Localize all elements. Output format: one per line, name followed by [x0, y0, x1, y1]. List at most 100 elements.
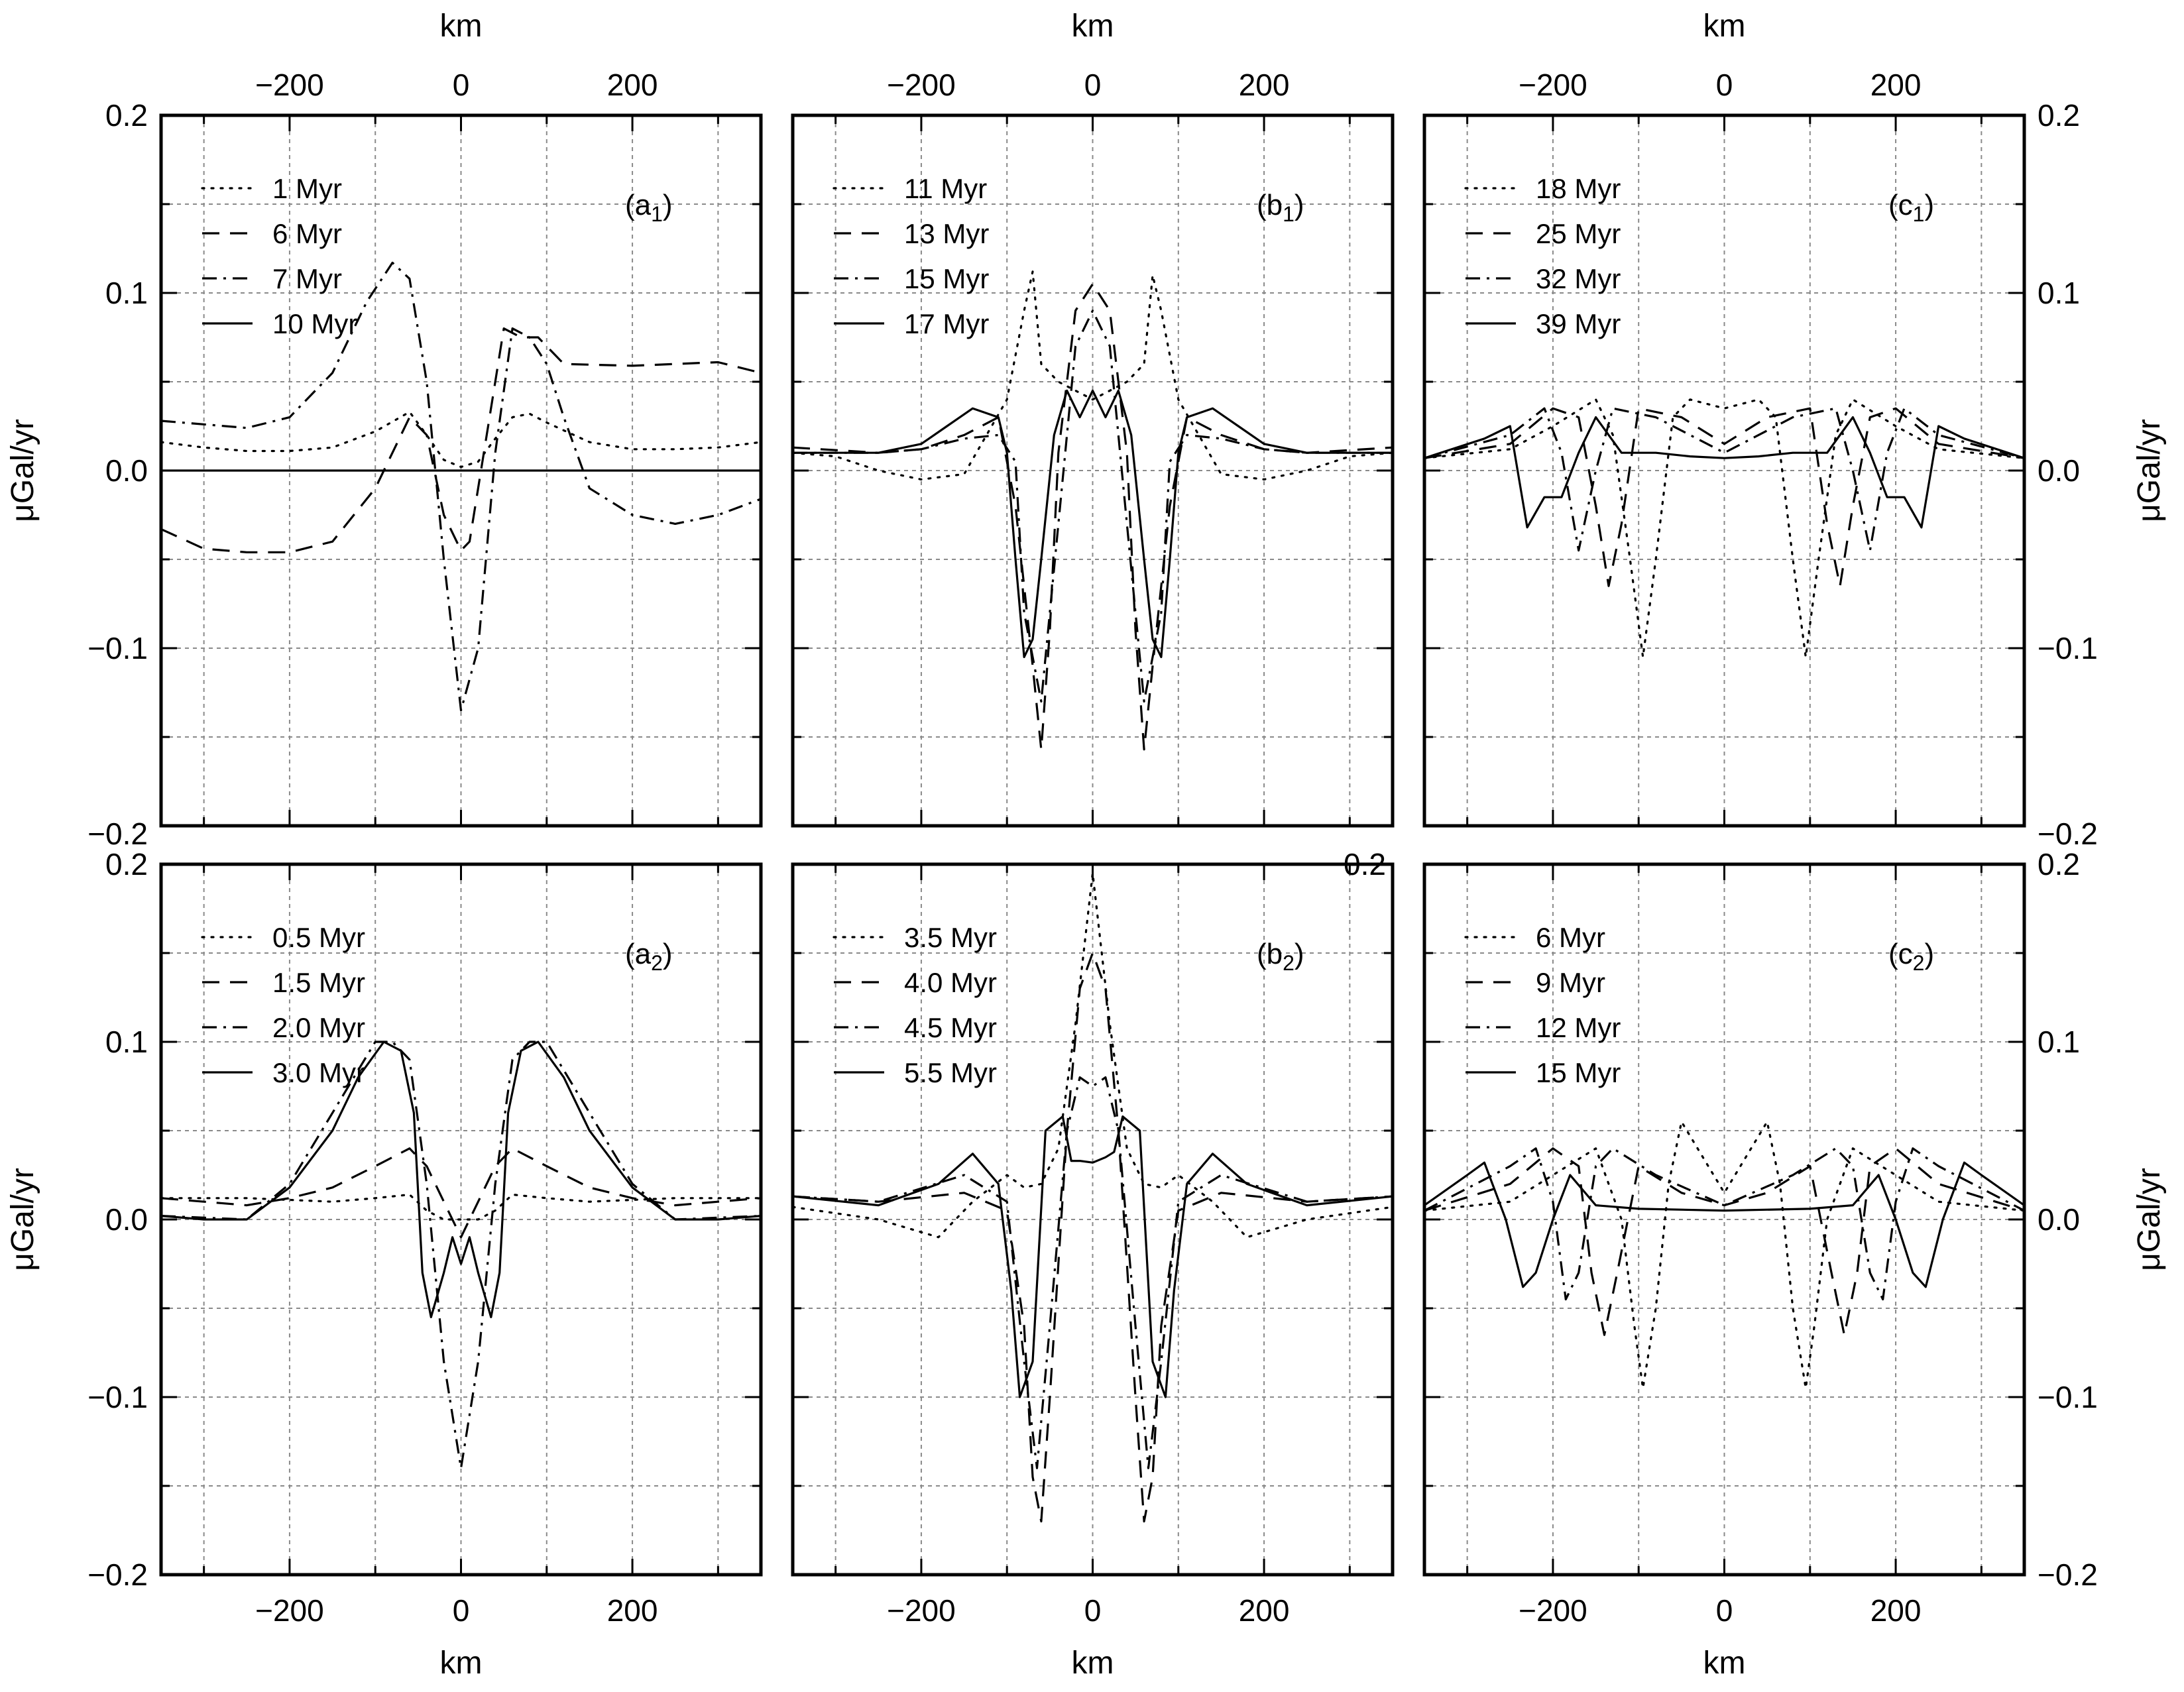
plot-frame — [159, 862, 763, 1577]
panel-label: (a1) — [625, 189, 673, 226]
series-line-12-myr — [1424, 1147, 2024, 1301]
y-tick-label: −0.1 — [87, 1380, 148, 1414]
x-tick-labels: −200 0 200 — [1519, 1593, 1921, 1628]
legend-label: 2.0 Myr — [272, 1012, 365, 1043]
legend: 1 Myr 6 Myr 7 Myr 10 Myr — [201, 173, 357, 339]
x-axis-title: km — [1072, 1646, 1114, 1681]
legend-label: 18 Myr — [1536, 173, 1621, 204]
gridlines — [793, 115, 1393, 826]
x-tick-label: −200 — [1519, 68, 1587, 102]
legend-label: 6 Myr — [272, 218, 342, 249]
x-tick-label: 0 — [453, 1593, 470, 1628]
series-line-0-5-myr — [161, 1193, 761, 1221]
y-tick-label: −0.1 — [2038, 631, 2098, 665]
legend-label: 15 Myr — [904, 263, 989, 294]
y-tick-label: −0.2 — [2038, 1557, 2098, 1592]
panel-c2: 6 Myr 9 Myr 12 Myr 15 Myr (c2) −200 0 200 km −0.2… — [1422, 847, 2167, 1681]
legend-label: 7 Myr — [272, 263, 342, 294]
legend-label: 6 Myr — [1536, 922, 1605, 953]
series-line-2-0-myr — [161, 1041, 761, 1469]
series-line-4-0-myr — [793, 952, 1393, 1523]
y-tick-label: 0.0 — [2038, 453, 2080, 488]
panel-label: (b2) — [1257, 938, 1304, 975]
y-tick-labels: −0.2 −0.1 0.0 0.1 0.2 — [87, 98, 148, 851]
x-tick-labels: −200 0 200 — [887, 68, 1289, 102]
series-line-25-myr — [1424, 407, 2024, 587]
y-tick-label: −0.2 — [87, 1557, 148, 1592]
series-line-15-myr — [793, 310, 1393, 703]
series-group — [793, 872, 1393, 1523]
legend-label: 10 Myr — [272, 308, 357, 339]
legend-label: 15 Myr — [1536, 1057, 1621, 1088]
y-axis-title: μGal/yr — [5, 419, 40, 522]
series-line-11-myr — [793, 270, 1393, 481]
series-line-9-myr — [1424, 1147, 2024, 1336]
gridlines — [793, 864, 1393, 1575]
panel-label: (c2) — [1888, 938, 1934, 975]
gridlines — [1424, 115, 2024, 826]
x-tick-label: 200 — [1239, 68, 1290, 102]
y-tick-labels: −0.2 −0.1 0.0 0.1 0.2 — [2038, 98, 2098, 851]
legend-label: 11 Myr — [904, 173, 987, 204]
x-tick-label: 0 — [1084, 68, 1102, 102]
legend-label: 4.5 Myr — [904, 1012, 997, 1043]
legend-label: 17 Myr — [904, 308, 989, 339]
x-tick-label: 0 — [1716, 1593, 1733, 1628]
series-line-13-myr — [793, 283, 1393, 751]
legend-label: 25 Myr — [1536, 218, 1621, 249]
panel-a2: 0.5 Myr 1.5 Myr 2.0 Myr 3.0 Myr (a2) −200 0 200… — [5, 847, 763, 1681]
x-tick-label: −200 — [1519, 1593, 1587, 1628]
panel-label: (c1) — [1888, 189, 1934, 226]
y-tick-label: 0.0 — [105, 453, 148, 488]
x-tick-label: −200 — [887, 1593, 956, 1628]
y-tick-label: 0.2 — [105, 98, 148, 133]
x-tick-label: −200 — [887, 68, 956, 102]
y-tick-label: −0.2 — [87, 817, 148, 851]
panel-b2: 3.5 Myr 4.0 Myr 4.5 Myr 5.5 Myr (b2) −200 0 200… — [791, 847, 1395, 1681]
legend-label: 5.5 Myr — [904, 1057, 997, 1088]
y-tick-labels: −0.2 −0.1 0.0 0.1 0.2 — [87, 847, 148, 1592]
x-tick-label: 0 — [453, 68, 470, 102]
legend-label: 1.5 Myr — [272, 967, 365, 998]
y-tick-label: 0.2 — [105, 847, 148, 881]
x-tick-label: 0 — [1084, 1593, 1102, 1628]
gridlines — [1424, 864, 2024, 1575]
plot-frame — [1422, 113, 2026, 828]
y-tick-label: −0.1 — [2038, 1380, 2098, 1414]
legend-label: 32 Myr — [1536, 263, 1621, 294]
plot-frame — [791, 113, 1395, 828]
x-tick-labels: −200 0 200 — [255, 1593, 658, 1628]
legend: 3.5 Myr 4.0 Myr 4.5 Myr 5.5 Myr — [833, 922, 997, 1088]
x-axis-title: km — [1703, 9, 1746, 44]
legend-label: 3.5 Myr — [904, 922, 997, 953]
y-tick-label: 0.1 — [2038, 1025, 2080, 1059]
panel-label: (b1) — [1257, 189, 1304, 226]
y-axis-title: μGal/yr — [5, 1168, 40, 1271]
panel-b1: 11 Myr 13 Myr 15 Myr 17 Myr (b1) −200 0 200 km — [791, 9, 1395, 828]
y-axis-title: μGal/yr — [2132, 419, 2167, 522]
x-tick-labels: −200 0 200 — [1519, 68, 1921, 102]
x-axis-title: km — [440, 9, 483, 44]
plot-frame — [791, 862, 1395, 1577]
legend: 11 Myr 13 Myr 15 Myr 17 Myr — [833, 173, 989, 339]
x-axis-title: km — [1072, 9, 1114, 44]
x-tick-label: 200 — [607, 1593, 658, 1628]
series-line-7-myr — [161, 261, 761, 712]
series-group — [161, 261, 761, 712]
legend-label: 1 Myr — [272, 173, 342, 204]
x-tick-label: 200 — [1239, 1593, 1290, 1628]
x-axis-title: km — [1703, 1646, 1746, 1681]
series-line-17-myr — [793, 389, 1393, 659]
y-tick-label: −0.2 — [2038, 817, 2098, 851]
y-tick-labels: −0.2 −0.1 0.0 0.1 0.2 — [2038, 847, 2098, 1592]
panel-label: (a2) — [625, 938, 673, 975]
legend-label: 39 Myr — [1536, 308, 1621, 339]
series-line-3-0-myr — [161, 1041, 761, 1319]
panel-c1: 18 Myr 25 Myr 32 Myr 39 Myr (c1) −200 0 200 km −0… — [1422, 9, 2167, 851]
series-line-15-myr — [1424, 1161, 2024, 1288]
x-tick-label: −200 — [255, 1593, 324, 1628]
series-line-1-myr — [161, 410, 761, 469]
series-group — [1424, 398, 2024, 659]
x-tick-label: 200 — [1870, 1593, 1922, 1628]
series-line-39-myr — [1424, 416, 2024, 529]
